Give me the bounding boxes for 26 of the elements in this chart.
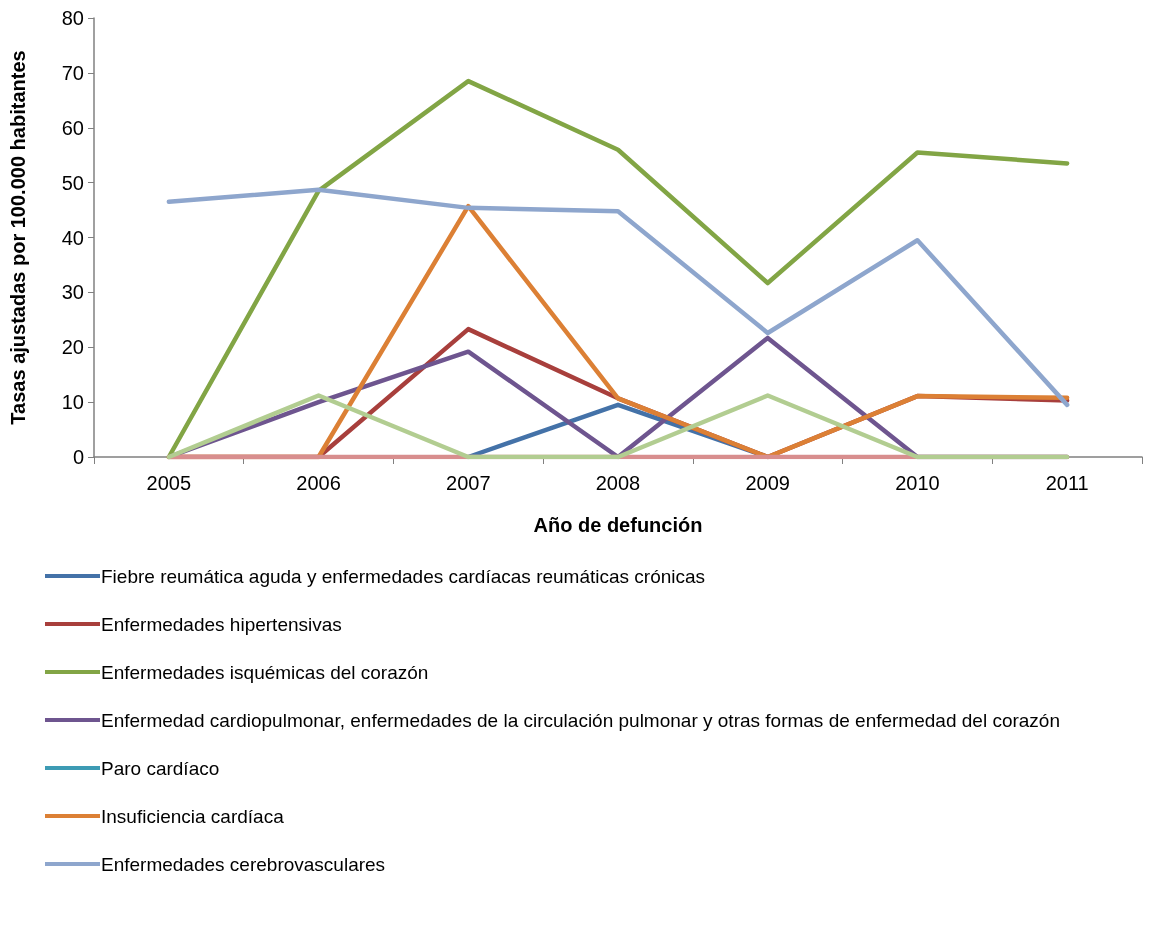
y-tick-label: 40: [61, 226, 84, 249]
x-axis-title: Año de defunción: [533, 514, 703, 536]
legend-label: Enfermedades hipertensivas: [101, 613, 342, 635]
y-tick-label: 30: [61, 281, 84, 304]
legend-label: Fiebre reumática aguda y enfermedades cardíacas reumáticas crónicas: [101, 565, 706, 587]
legend-label: Enfermedad cardiopulmonar, enfermedades de la circulación pulmonar y otras formas de enfermedad del corazón: [101, 709, 1060, 731]
x-tick-label: 2005: [146, 472, 192, 494]
y-tick-label: 70: [61, 61, 84, 84]
x-tick-label: 2009: [745, 472, 790, 494]
x-tick-label: 2010: [895, 472, 940, 494]
legend-label: Insuficiencia cardíaca: [101, 805, 285, 827]
x-tick-label: 2008: [595, 472, 641, 494]
x-tick-label: 2006: [296, 472, 341, 494]
line-series: [166, 187, 1070, 408]
legend-label: Enfermedades cerebrovasculares: [101, 853, 386, 875]
x-tick-label: 2011: [1045, 472, 1089, 494]
y-tick-label: 80: [61, 7, 84, 29]
y-tick-label: 10: [61, 391, 84, 414]
y-axis-title: Tasas ajustadas por 100.000 habitantes: [7, 50, 29, 425]
y-tick-label: 20: [61, 336, 84, 359]
x-tick-label: 2007: [446, 472, 491, 494]
y-tick-label: 60: [61, 116, 84, 139]
legend-label: Enfermedades isquémicas del corazón: [101, 661, 429, 683]
y-tick-label: 0: [72, 446, 84, 468]
legend-label: Paro cardíaco: [101, 757, 220, 779]
y-tick-label: 50: [61, 171, 84, 194]
